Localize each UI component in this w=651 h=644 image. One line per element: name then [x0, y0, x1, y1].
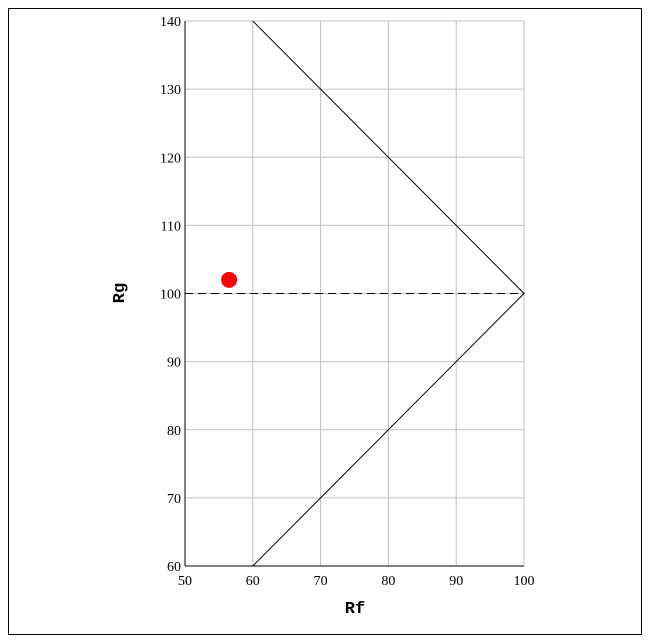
data-point: [221, 271, 238, 288]
x-axis-title: Rf: [345, 600, 365, 619]
y-tick-label: 80: [167, 424, 181, 439]
x-axis-ticks: 50 60 70 80 90 100: [178, 574, 535, 589]
x-tick-label: 90: [449, 574, 463, 589]
y-tick-label: 120: [160, 151, 181, 166]
y-tick-label: 100: [160, 288, 181, 303]
chart-frame: [8, 8, 642, 635]
grid: [184, 20, 525, 567]
y-tick-label: 110: [161, 219, 181, 234]
x-tick-label: 80: [381, 574, 395, 589]
y-tick-label: 60: [167, 560, 181, 575]
y-tick-label: 70: [167, 492, 181, 507]
y-tick-label: 90: [167, 356, 181, 371]
x-tick-label: 60: [246, 574, 260, 589]
x-tick-label: 100: [514, 574, 535, 589]
y-tick-label: 130: [160, 83, 181, 98]
series-layer: [185, 20, 525, 567]
y-axis-ticks: 60 70 80 90 100 110 120 130 140: [160, 15, 181, 575]
x-tick-label: 70: [314, 574, 328, 589]
x-tick-label: 50: [178, 574, 192, 589]
y-axis-title: Rg: [111, 283, 130, 303]
y-tick-label: 140: [160, 15, 181, 30]
